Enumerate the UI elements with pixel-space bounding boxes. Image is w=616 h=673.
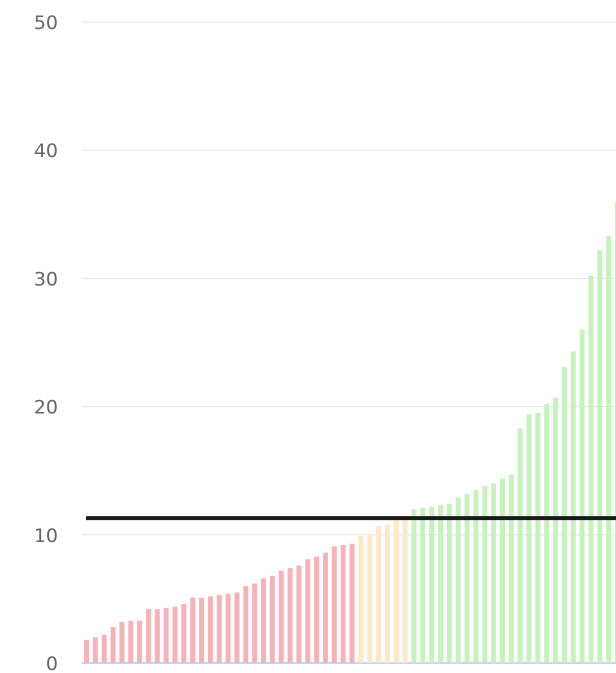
bar bbox=[446, 504, 452, 663]
bar bbox=[322, 552, 328, 663]
bar bbox=[207, 596, 213, 663]
bar bbox=[367, 534, 373, 663]
bar bbox=[429, 506, 435, 663]
bar bbox=[491, 483, 497, 663]
bar bbox=[349, 543, 355, 663]
bar bbox=[544, 404, 550, 663]
bar bbox=[252, 583, 258, 663]
bar bbox=[101, 634, 107, 663]
bars bbox=[84, 201, 616, 664]
bar bbox=[199, 597, 205, 663]
bar bbox=[517, 428, 523, 663]
bar bbox=[331, 546, 337, 663]
bar bbox=[606, 236, 612, 663]
bar bbox=[234, 592, 240, 663]
bar bbox=[119, 621, 125, 663]
bar bbox=[216, 595, 222, 663]
bar bbox=[376, 525, 382, 663]
y-tick-label: 40 bbox=[34, 140, 58, 162]
bar bbox=[261, 578, 266, 663]
bar bbox=[243, 586, 249, 663]
bar bbox=[154, 609, 160, 663]
bar bbox=[420, 507, 426, 663]
bar bbox=[588, 275, 594, 663]
y-tick-label: 20 bbox=[34, 397, 58, 419]
bar bbox=[508, 474, 514, 663]
bar bbox=[570, 351, 576, 663]
bar bbox=[269, 575, 275, 663]
bar bbox=[110, 627, 116, 663]
bar bbox=[384, 524, 390, 663]
bar bbox=[526, 414, 532, 663]
y-axis-labels: 0 10 20 30 40 50 bbox=[34, 12, 58, 673]
bar bbox=[553, 397, 559, 663]
bar bbox=[296, 565, 302, 663]
bar bbox=[482, 486, 488, 663]
bar bbox=[358, 536, 364, 663]
bar bbox=[92, 637, 98, 663]
bar bbox=[411, 509, 417, 663]
bar bbox=[287, 568, 293, 663]
bar bbox=[181, 604, 187, 663]
bar bbox=[225, 593, 231, 663]
bar bbox=[597, 250, 603, 663]
bar bbox=[190, 597, 196, 663]
bar bbox=[499, 478, 505, 663]
bar bbox=[455, 497, 461, 663]
bar bbox=[128, 620, 134, 663]
bar bbox=[561, 366, 567, 663]
bar bbox=[172, 606, 178, 663]
bar bbox=[278, 570, 284, 663]
bar bbox=[535, 413, 541, 663]
bar bbox=[473, 489, 479, 663]
bar bbox=[145, 609, 151, 663]
bar bbox=[393, 519, 399, 663]
bar bbox=[438, 505, 443, 663]
y-tick-label: 30 bbox=[34, 268, 58, 290]
bar bbox=[163, 607, 169, 663]
bar bbox=[340, 545, 346, 663]
bar bbox=[84, 639, 89, 663]
bar bbox=[137, 620, 143, 663]
bar bbox=[464, 493, 470, 663]
bar bbox=[579, 329, 585, 663]
bar bbox=[305, 559, 311, 663]
bar bbox=[314, 556, 320, 663]
bar bbox=[402, 518, 408, 663]
y-tick-label: 10 bbox=[34, 525, 58, 547]
y-tick-label: 0 bbox=[46, 653, 58, 673]
y-tick-label: 50 bbox=[34, 12, 58, 34]
